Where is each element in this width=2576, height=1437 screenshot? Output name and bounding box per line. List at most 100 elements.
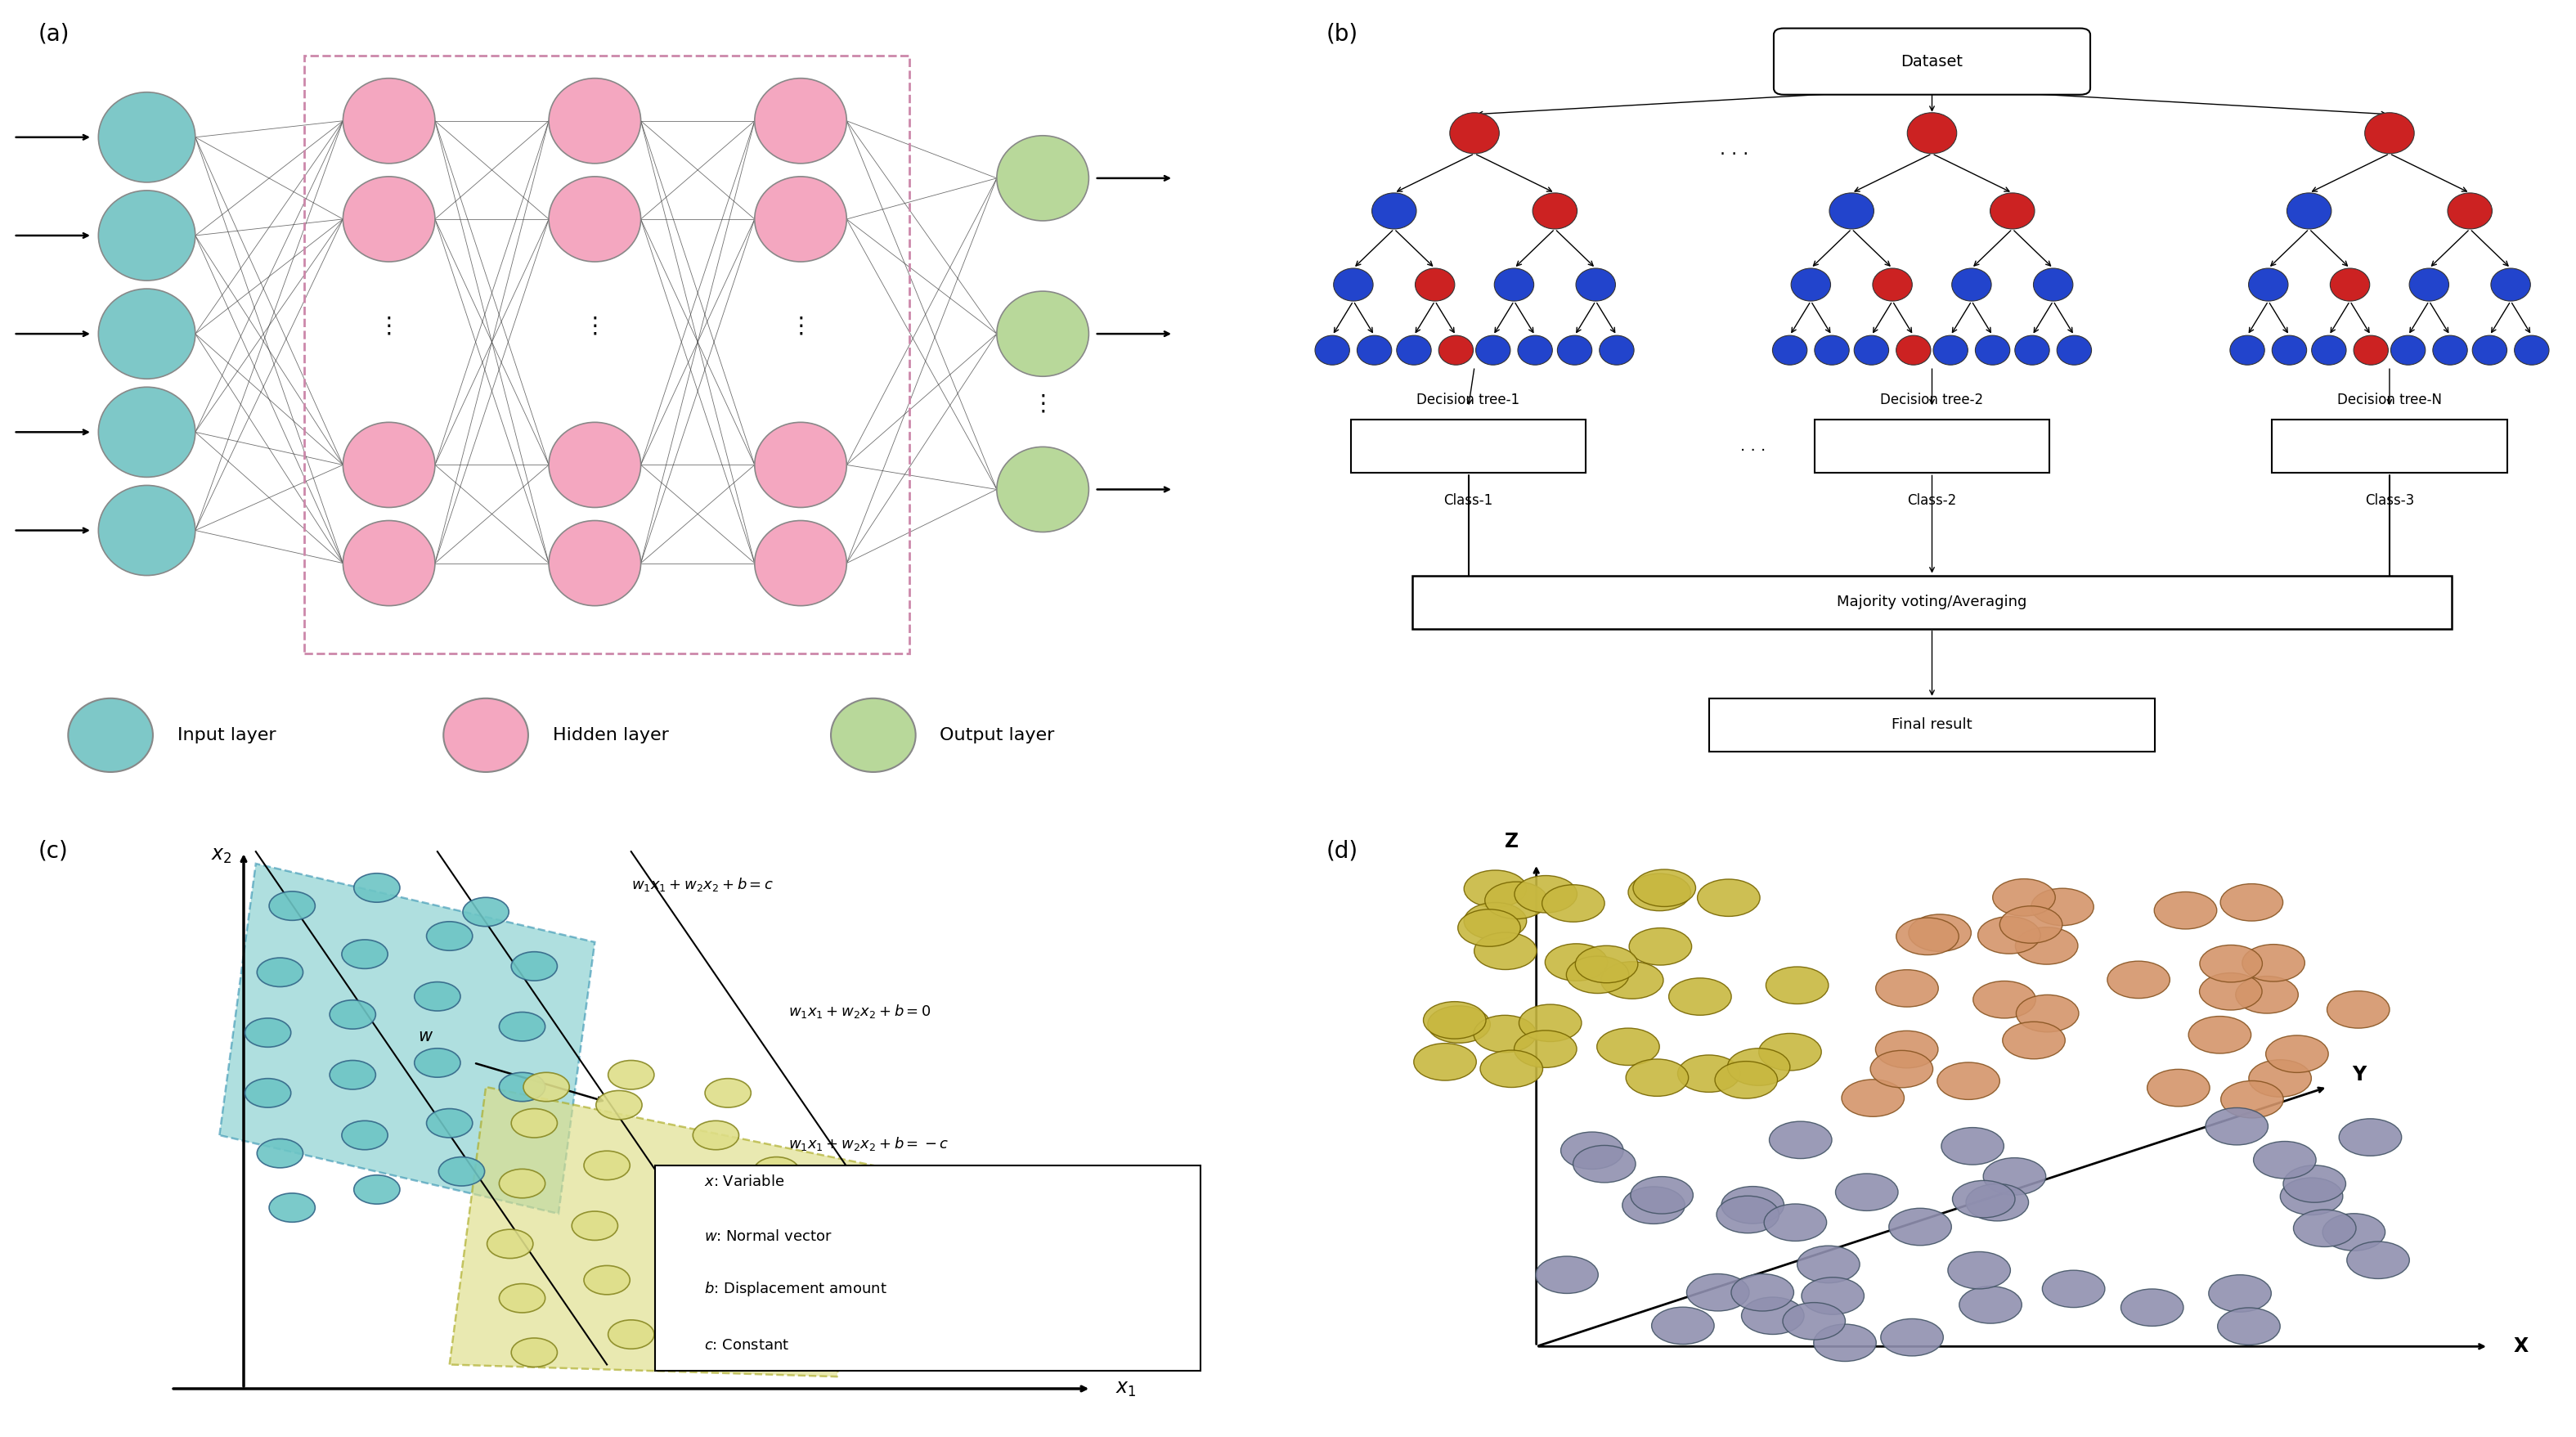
- Ellipse shape: [1873, 269, 1911, 302]
- Ellipse shape: [1473, 1016, 1535, 1052]
- Ellipse shape: [2154, 892, 2218, 930]
- Ellipse shape: [549, 177, 641, 262]
- Ellipse shape: [1999, 905, 2063, 943]
- Ellipse shape: [500, 1283, 546, 1312]
- Ellipse shape: [755, 422, 848, 507]
- Ellipse shape: [1625, 1059, 1687, 1096]
- FancyBboxPatch shape: [2272, 420, 2506, 473]
- Ellipse shape: [343, 422, 435, 507]
- Text: Majority voting/Averaging: Majority voting/Averaging: [1837, 595, 2027, 609]
- Ellipse shape: [1937, 1062, 1999, 1099]
- Ellipse shape: [98, 191, 196, 280]
- Ellipse shape: [1651, 1308, 1713, 1344]
- Text: Class-1: Class-1: [1443, 493, 1494, 509]
- Ellipse shape: [1953, 269, 1991, 302]
- Text: Decision tree-N: Decision tree-N: [2336, 392, 2442, 408]
- Text: ⋮: ⋮: [1030, 392, 1054, 415]
- Ellipse shape: [2432, 335, 2468, 365]
- Ellipse shape: [1765, 1204, 1826, 1242]
- Ellipse shape: [2221, 1081, 2282, 1118]
- FancyBboxPatch shape: [1412, 575, 2452, 629]
- Ellipse shape: [268, 891, 314, 920]
- Ellipse shape: [1991, 193, 2035, 228]
- Ellipse shape: [1731, 1273, 1793, 1311]
- Ellipse shape: [2107, 961, 2169, 999]
- Ellipse shape: [1783, 1302, 1844, 1339]
- Ellipse shape: [2218, 1308, 2280, 1345]
- Ellipse shape: [510, 1109, 556, 1138]
- Ellipse shape: [1875, 1030, 1937, 1068]
- Ellipse shape: [2249, 1059, 2311, 1096]
- Ellipse shape: [353, 874, 399, 902]
- Ellipse shape: [1533, 193, 1577, 228]
- Ellipse shape: [997, 135, 1090, 221]
- Ellipse shape: [2365, 112, 2414, 154]
- Ellipse shape: [98, 486, 196, 575]
- Ellipse shape: [1566, 956, 1628, 993]
- Ellipse shape: [1414, 269, 1455, 302]
- Text: Class-2: Class-2: [1906, 493, 1958, 509]
- Ellipse shape: [1677, 1055, 1741, 1092]
- Ellipse shape: [2282, 1165, 2347, 1203]
- Ellipse shape: [1494, 269, 1533, 302]
- Ellipse shape: [2014, 335, 2050, 365]
- Ellipse shape: [693, 1121, 739, 1150]
- Ellipse shape: [1728, 1049, 1790, 1085]
- Ellipse shape: [1373, 193, 1417, 228]
- Ellipse shape: [1965, 1184, 2027, 1221]
- Ellipse shape: [2391, 335, 2427, 365]
- Ellipse shape: [1814, 1323, 1875, 1361]
- Ellipse shape: [680, 1290, 726, 1319]
- Ellipse shape: [258, 1140, 304, 1168]
- Ellipse shape: [752, 1157, 799, 1186]
- Ellipse shape: [2014, 927, 2079, 964]
- Ellipse shape: [1558, 335, 1592, 365]
- Ellipse shape: [2311, 335, 2347, 365]
- Ellipse shape: [500, 1012, 546, 1040]
- Ellipse shape: [1481, 1050, 1543, 1088]
- Ellipse shape: [1520, 1004, 1582, 1042]
- Ellipse shape: [2032, 269, 2074, 302]
- Ellipse shape: [245, 1079, 291, 1108]
- Text: Hidden layer: Hidden layer: [551, 727, 667, 743]
- Ellipse shape: [1721, 1187, 1785, 1223]
- Ellipse shape: [1314, 335, 1350, 365]
- FancyBboxPatch shape: [1350, 420, 1587, 473]
- Ellipse shape: [2267, 1036, 2329, 1072]
- Ellipse shape: [2205, 1108, 2267, 1145]
- Text: $w_1x_1+w_2x_2+b=0$: $w_1x_1+w_2x_2+b=0$: [788, 1003, 933, 1020]
- Ellipse shape: [1770, 1121, 1832, 1158]
- Ellipse shape: [572, 1211, 618, 1240]
- Ellipse shape: [67, 698, 152, 772]
- FancyBboxPatch shape: [1710, 698, 2154, 752]
- Ellipse shape: [1801, 1277, 1865, 1315]
- Text: X: X: [2514, 1336, 2527, 1357]
- Ellipse shape: [98, 387, 196, 477]
- FancyBboxPatch shape: [1814, 420, 2050, 473]
- Ellipse shape: [2030, 888, 2094, 925]
- Ellipse shape: [353, 1175, 399, 1204]
- Text: Class-3: Class-3: [2365, 493, 2414, 509]
- Ellipse shape: [1628, 928, 1692, 966]
- Ellipse shape: [343, 940, 389, 969]
- Text: $b$: Displacement amount: $b$: Displacement amount: [703, 1280, 886, 1298]
- Ellipse shape: [1716, 1062, 1777, 1098]
- Ellipse shape: [2287, 193, 2331, 228]
- Ellipse shape: [1953, 1181, 2014, 1217]
- Ellipse shape: [343, 1121, 389, 1150]
- Text: . . .: . . .: [1739, 438, 1765, 454]
- Ellipse shape: [500, 1170, 546, 1198]
- Ellipse shape: [1814, 335, 1850, 365]
- Ellipse shape: [510, 951, 556, 980]
- FancyBboxPatch shape: [654, 1165, 1200, 1371]
- Ellipse shape: [1437, 335, 1473, 365]
- Ellipse shape: [443, 698, 528, 772]
- Ellipse shape: [2249, 269, 2287, 302]
- Ellipse shape: [258, 958, 304, 987]
- Ellipse shape: [1546, 944, 1607, 981]
- Ellipse shape: [1909, 914, 1971, 951]
- Ellipse shape: [1427, 1006, 1492, 1043]
- Ellipse shape: [755, 520, 848, 606]
- Ellipse shape: [1906, 112, 1958, 154]
- Ellipse shape: [1976, 335, 2009, 365]
